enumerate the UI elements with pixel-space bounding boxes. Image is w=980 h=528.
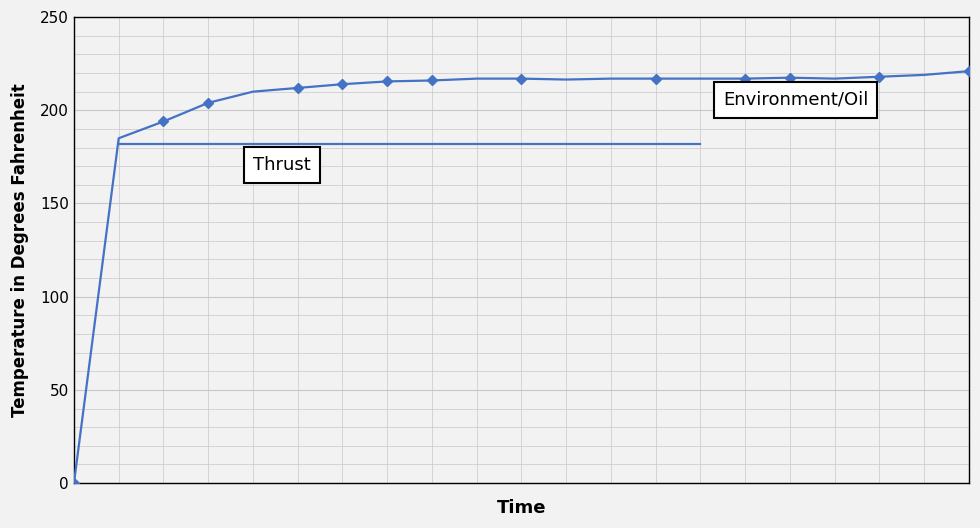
Text: Thrust: Thrust [253, 156, 311, 174]
X-axis label: Time: Time [497, 499, 546, 517]
Y-axis label: Temperature in Degrees Fahrenheit: Temperature in Degrees Fahrenheit [11, 83, 29, 417]
Text: Environment/Oil: Environment/Oil [723, 91, 868, 109]
